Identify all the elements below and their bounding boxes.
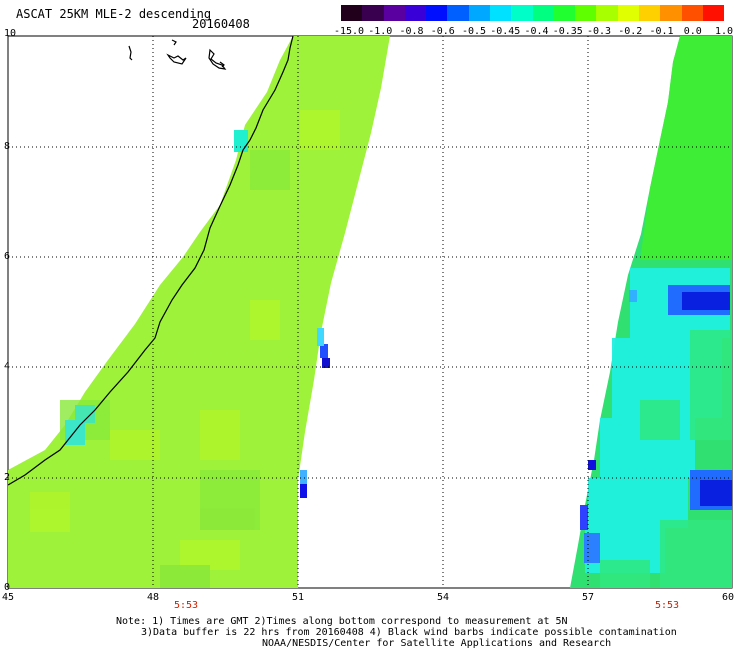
- colorbar-segment: [532, 5, 554, 21]
- x-tick-label: 48: [146, 592, 160, 603]
- colorbar-segment: [447, 5, 469, 21]
- colorbar-label: -1.0: [368, 26, 393, 37]
- colorbar-label: -0.5: [461, 26, 487, 37]
- colorbar-segment: [511, 5, 533, 21]
- x-tick-label: 54: [436, 592, 450, 603]
- colorbar-segment: [362, 5, 384, 21]
- coastline: [7, 35, 294, 486]
- y-tick-label: 2: [4, 472, 11, 483]
- colorbar-segment: [341, 5, 363, 21]
- x-tick-label: 57: [581, 592, 595, 603]
- colorbar-segment: [681, 5, 703, 21]
- y-tick-label: 0: [4, 582, 11, 593]
- colorbar-segment: [575, 5, 597, 21]
- colorbar-segment: [617, 5, 639, 21]
- footnote-line: 3)Data buffer is 22 hrs from 20160408 4)…: [141, 627, 677, 638]
- colorbar-segment: [426, 5, 448, 21]
- left-swath: [8, 36, 390, 588]
- colorbar-label: -0.45: [490, 26, 521, 37]
- colorbar-segment: [383, 5, 405, 21]
- colorbar-label: -0.3: [586, 26, 612, 37]
- y-tick-label: 6: [4, 251, 11, 262]
- footnote-line: NOAA/NESDIS/Center for Satellite Applica…: [262, 638, 612, 649]
- map-title: ASCAT 25KM MLE-2 descending: [16, 7, 212, 21]
- gridlines: [8, 36, 732, 588]
- colorbar-label: -0.8: [399, 26, 424, 37]
- colorbar-label: -0.1: [649, 26, 674, 37]
- pass-time-right: 5:53: [654, 600, 680, 611]
- colorbar-label: -0.4: [524, 26, 549, 37]
- colorbar-label: -15.0: [333, 26, 365, 37]
- colorbar-segment: [489, 5, 512, 21]
- footnote-line: Note: 1) Times are GMT 2)Times along bot…: [116, 616, 568, 627]
- x-tick-label: 60: [721, 592, 735, 603]
- colorbar-labels: -15.0 -1.0 -0.8 -0.6 -0.5 -0.45 -0.4 -0.35 -0.3-…: [334, 26, 734, 38]
- colorbar-segment: [468, 5, 490, 21]
- colorbar-segment: [660, 5, 682, 21]
- right-swath-green-top: [640, 36, 732, 260]
- colorbar-label: -0.2: [618, 26, 643, 37]
- colorbar-segment: [553, 5, 576, 21]
- right-swath-blue-patches: [580, 285, 732, 563]
- colorbar-label: 0.0: [683, 26, 702, 37]
- x-tick-label: 51: [291, 592, 305, 603]
- colorbar-segment: [404, 5, 427, 21]
- colorbar-label: -0.6: [430, 26, 455, 37]
- island-outlines: [128, 39, 227, 70]
- colorbar-label: 1.0: [714, 26, 734, 37]
- right-swath-green-patches: [600, 330, 732, 588]
- colorbar-segment: [596, 5, 618, 21]
- colorbar-label: -0.35: [552, 26, 583, 37]
- y-tick-label: 10: [4, 28, 17, 39]
- y-tick-label: 4: [4, 361, 11, 372]
- colorbar-segment: [702, 5, 725, 21]
- colorbar-segment: [638, 5, 661, 21]
- colorbar: [341, 5, 725, 21]
- x-tick-label: 45: [1, 592, 15, 603]
- y-tick-label: 8: [4, 141, 11, 152]
- map-date: 20160408: [192, 17, 250, 31]
- pass-time-left: 5:53: [173, 600, 199, 611]
